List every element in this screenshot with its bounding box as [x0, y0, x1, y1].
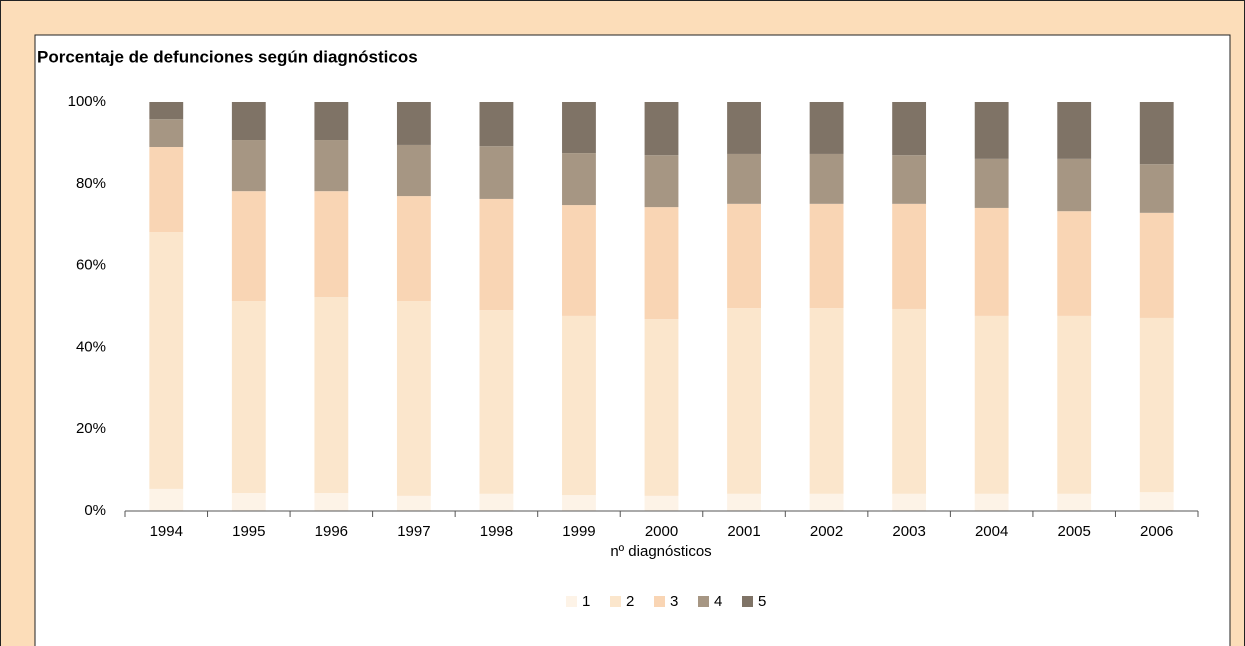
- bar-segment: [644, 207, 679, 320]
- y-tick-label: 0%: [84, 502, 106, 519]
- bar-segment: [479, 310, 514, 494]
- x-tick-label: 2006: [1140, 523, 1173, 540]
- bar-segment: [1057, 315, 1092, 494]
- bar-segment: [1057, 102, 1092, 159]
- bar-segment: [231, 301, 266, 494]
- y-tick-label: 100%: [68, 93, 106, 110]
- legend-swatch: [654, 596, 665, 607]
- x-tick-label: 2003: [892, 523, 925, 540]
- bar-segment: [149, 146, 184, 233]
- legend-label: 2: [626, 593, 634, 610]
- bar-segment: [974, 158, 1009, 208]
- bar-segment: [974, 207, 1009, 316]
- bar-segment: [479, 198, 514, 311]
- x-axis-label: nº diagnósticos: [610, 543, 711, 560]
- bar-segment: [727, 493, 761, 511]
- x-tick-label: 1998: [480, 523, 513, 540]
- bar-segment: [314, 140, 349, 192]
- x-tick-label: 1996: [315, 523, 348, 540]
- x-tick-label: 1997: [397, 523, 430, 540]
- bar-segment: [396, 196, 431, 302]
- bar-segment: [231, 493, 266, 511]
- bar-segment: [1139, 492, 1174, 511]
- legend-swatch: [698, 596, 709, 607]
- bar-segment: [809, 102, 844, 154]
- legend-swatch: [610, 596, 621, 607]
- bar-segment: [892, 155, 927, 204]
- bar-segment: [1057, 211, 1092, 316]
- bar-segment: [149, 488, 184, 511]
- legend-label: 3: [670, 593, 678, 610]
- x-tick-label: 2004: [975, 523, 1008, 540]
- bar-segment: [314, 493, 349, 511]
- bar-segment: [479, 493, 514, 511]
- x-tick-label: 2005: [1058, 523, 1091, 540]
- bar-segment: [644, 495, 679, 511]
- bar-segment: [314, 102, 349, 141]
- y-tick-label: 80%: [76, 175, 106, 192]
- bar-segment: [974, 493, 1009, 511]
- bar-segment: [1057, 158, 1092, 212]
- legend-label: 1: [582, 593, 590, 610]
- bar-segment: [562, 495, 596, 511]
- bar-segment: [892, 203, 927, 309]
- bar-segment: [974, 315, 1009, 494]
- x-tick-label: 2000: [645, 523, 678, 540]
- x-tick-label: 2002: [810, 523, 843, 540]
- bar-segment: [1139, 164, 1174, 213]
- bar-segment: [149, 102, 184, 120]
- bar-segment: [314, 191, 349, 298]
- bar-segment: [562, 205, 596, 316]
- bar-segment: [314, 297, 349, 494]
- bar-segment: [644, 102, 679, 156]
- bar-segment: [809, 308, 844, 494]
- bar-segment: [809, 493, 844, 511]
- bar-segment: [149, 232, 184, 489]
- bar-segment: [396, 102, 431, 145]
- legend-swatch: [742, 596, 753, 607]
- bar-segment: [1139, 212, 1174, 318]
- bar-segment: [727, 153, 761, 204]
- bar-segment: [396, 301, 431, 496]
- legend-label: 4: [714, 593, 722, 610]
- legend-label: 5: [758, 593, 766, 610]
- bar-segment: [396, 144, 431, 197]
- y-tick-label: 40%: [76, 338, 106, 355]
- bar-segment: [727, 308, 761, 494]
- bar-segment: [396, 495, 431, 511]
- bar-segment: [149, 119, 184, 147]
- bar-segment: [231, 191, 266, 302]
- bar-segment: [727, 102, 761, 154]
- bar-segment: [231, 140, 266, 192]
- bar-segment: [644, 319, 679, 496]
- chart-title: Porcentaje de defunciones según diagnóst…: [37, 47, 418, 66]
- legend-swatch: [566, 596, 577, 607]
- x-tick-label: 1995: [232, 523, 265, 540]
- bar-segment: [809, 203, 844, 309]
- bar-segment: [231, 102, 266, 141]
- bar-segment: [809, 153, 844, 204]
- bar-segment: [644, 155, 679, 208]
- bar-segment: [479, 146, 514, 199]
- bar-segment: [562, 315, 596, 496]
- y-tick-label: 20%: [76, 420, 106, 437]
- bar-segment: [892, 493, 927, 511]
- x-tick-label: 1994: [150, 523, 183, 540]
- bar-segment: [562, 102, 596, 154]
- bar-segment: [1139, 102, 1174, 165]
- bar-segment: [1139, 317, 1174, 493]
- bar-segment: [892, 308, 927, 494]
- bar-segment: [562, 153, 596, 206]
- bar-segment: [974, 102, 1009, 159]
- bar-segment: [892, 102, 927, 156]
- bar-segment: [727, 203, 761, 309]
- y-tick-label: 60%: [76, 257, 106, 274]
- bar-segment: [479, 102, 514, 147]
- x-tick-label: 1999: [562, 523, 595, 540]
- x-tick-label: 2001: [727, 523, 760, 540]
- bar-segment: [1057, 493, 1092, 511]
